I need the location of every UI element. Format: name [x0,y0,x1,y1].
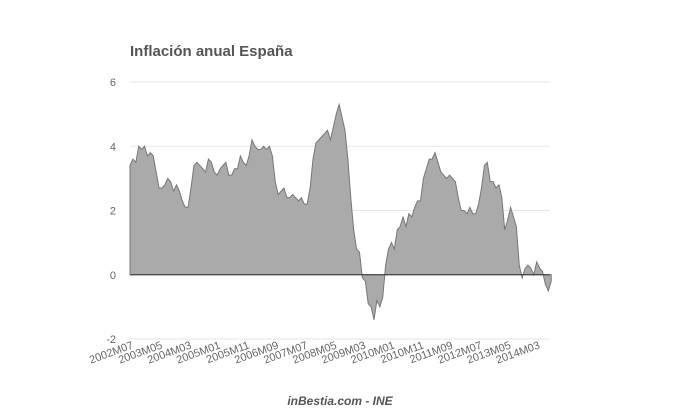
y-tick-label: 0 [110,270,116,282]
inflation-area-series [129,102,552,320]
y-tick-label: 2 [110,206,116,218]
x-axis: 2002M072003M052004M032005M012005M112006M… [88,340,542,367]
y-tick-label: -2 [106,334,116,346]
source-label: inBestia.com - INE [287,394,393,408]
y-tick-label: 4 [110,141,116,153]
y-tick-label: 6 [110,77,116,89]
y-axis: 6 4 2 0 -2 [106,77,116,346]
chart-title: Inflación anual España [130,43,293,60]
